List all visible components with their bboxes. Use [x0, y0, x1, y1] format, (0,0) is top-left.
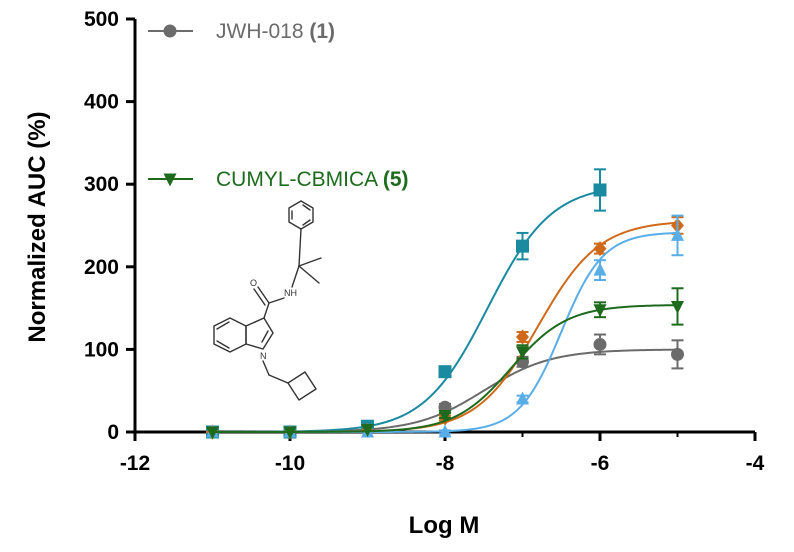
plot-area: [206, 168, 684, 440]
legend-marker: [163, 173, 177, 187]
x-tick-label: -12: [120, 452, 150, 475]
x-axis-title: Log M: [409, 512, 480, 539]
x-tick-label: -6: [591, 452, 610, 475]
series-4: [206, 287, 684, 440]
data-point: [593, 304, 607, 318]
data-point: [516, 391, 529, 405]
y-tick-label: 200: [84, 256, 119, 279]
legend-entry-0: JWH-018 (1): [148, 20, 335, 43]
x-tick-label: -4: [746, 452, 765, 475]
n-atom-label: N: [260, 351, 267, 361]
data-point: [593, 337, 607, 351]
x-tick-label: -10: [275, 452, 305, 475]
y-axis-title: Normalized AUC (%): [24, 111, 51, 342]
y-tick-label: 0: [107, 421, 119, 444]
data-point: [593, 183, 607, 197]
o-atom-label: O: [250, 278, 257, 288]
data-point: [283, 426, 297, 440]
data-point: [593, 241, 607, 257]
fit-curve-2: [212, 221, 678, 433]
axes: -12 -10 -8 -6 -4 0 100 200 300 400 500: [84, 8, 765, 475]
series-1: [206, 168, 607, 439]
legend-entry-1: CUMYL-CBMICA (5): [148, 168, 409, 191]
data-point: [206, 426, 219, 440]
data-point: [516, 346, 529, 360]
legend-tag: (5): [383, 168, 409, 191]
data-point: [671, 227, 684, 241]
y-tick-label: 400: [84, 91, 119, 114]
y-tick-label: 500: [84, 8, 119, 31]
legend: JWH-018 (1) CUMYL-CBMICA (5): [148, 20, 409, 191]
data-point: [671, 347, 684, 361]
y-tick-label: 100: [84, 338, 119, 361]
data-point: [516, 239, 529, 253]
x-tick-label: -8: [436, 452, 455, 475]
data-point: [438, 365, 452, 379]
legend-label: JWH-018 (1): [216, 20, 335, 43]
data-point: [438, 424, 452, 438]
data-point: [516, 329, 529, 345]
nh-atom-label: NH: [284, 288, 297, 298]
data-point: [361, 424, 374, 438]
legend-marker: [163, 24, 177, 38]
y-tick-label: 300: [84, 173, 119, 196]
legend-tag: (1): [309, 20, 335, 43]
molecule-structure-image: [213, 200, 322, 401]
fit-curve-1: [212, 190, 601, 433]
legend-name: CUMYL-CBMICA: [216, 168, 383, 191]
legend-label: CUMYL-CBMICA (5): [216, 168, 409, 191]
data-point: [671, 300, 684, 314]
data-point: [438, 409, 452, 423]
data-point: [593, 262, 607, 276]
legend-name: JWH-018: [216, 20, 309, 43]
